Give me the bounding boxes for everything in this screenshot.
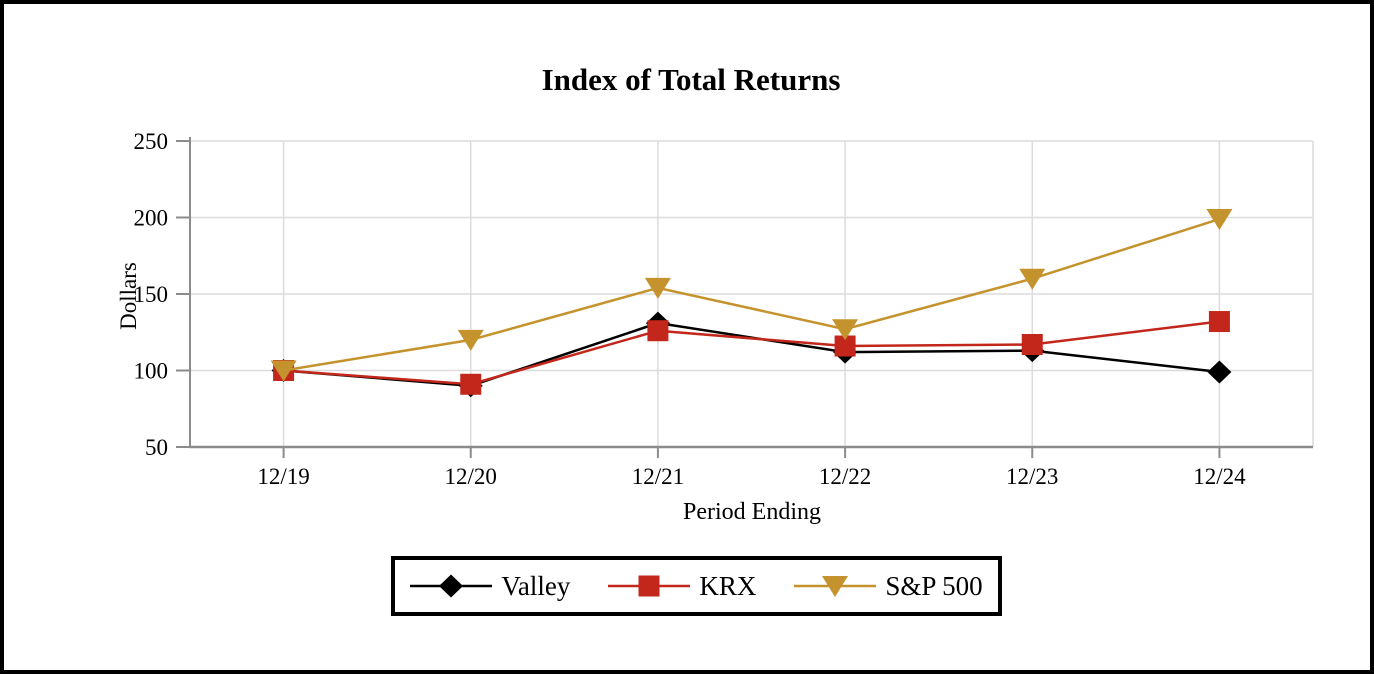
x-tick-label: 12/21: [632, 464, 684, 489]
marker-triangle-down-sp500: [270, 360, 297, 382]
marker-square-krx: [647, 320, 669, 342]
series-line-sp500: [283, 217, 1220, 372]
legend-sample-marker-triangle-down: [822, 576, 849, 597]
marker-square-krx: [834, 335, 856, 357]
legend-label-krx: KRX: [699, 570, 757, 601]
marker-diamond-valley: [1207, 360, 1232, 384]
legend-item-krx: KRX: [608, 571, 756, 602]
series-line-valley: [283, 321, 1220, 388]
y-tick-label: 250: [134, 129, 169, 154]
marker-triangle-down-sp500: [457, 329, 484, 351]
krx-line-marker-icon: [608, 575, 691, 597]
y-tick-label: 150: [134, 282, 169, 307]
legend-item-sp500: S&P 500: [794, 570, 983, 602]
x-tick-label: 12/24: [1193, 464, 1246, 489]
sp500-line-marker-icon: [794, 576, 877, 597]
x-tick-label: 12/19: [257, 464, 309, 489]
y-tick-label: 100: [134, 359, 169, 384]
marker-triangle-down-sp500: [1206, 209, 1233, 231]
marker-square-krx: [1208, 311, 1230, 333]
valley-line-marker-icon: [410, 574, 493, 598]
legend: Valley KRX S&P 500: [391, 556, 1002, 616]
y-tick-label: 200: [134, 206, 169, 231]
legend-sample-marker-square: [638, 575, 660, 597]
line-chart-plot-area: 250 200 150 100 50 12/19 12/20 12/21 12/22 12/23 1…: [134, 129, 1314, 489]
marker-triangle-down-sp500: [644, 277, 671, 299]
y-axis-title: Dollars: [116, 262, 141, 330]
legend-label-sp500: S&P 500: [885, 570, 983, 601]
marker-square-krx: [460, 373, 482, 395]
marker-square-krx: [1021, 333, 1043, 355]
series-line-krx: [283, 320, 1220, 386]
marker-triangle-down-sp500: [832, 319, 859, 341]
x-tick-label: 12/20: [445, 464, 497, 489]
marker-triangle-down-sp500: [1019, 268, 1046, 290]
x-axis-title: Period Ending: [683, 499, 821, 525]
y-tick-label: 50: [145, 435, 168, 460]
legend-label-valley: Valley: [501, 570, 571, 601]
legend-sample-marker-diamond: [439, 574, 464, 598]
legend-item-valley: Valley: [410, 571, 570, 602]
chart-title: Index of Total Returns: [541, 62, 841, 97]
x-tick-label: 12/23: [1006, 464, 1058, 489]
x-tick-label: 12/22: [819, 464, 871, 489]
